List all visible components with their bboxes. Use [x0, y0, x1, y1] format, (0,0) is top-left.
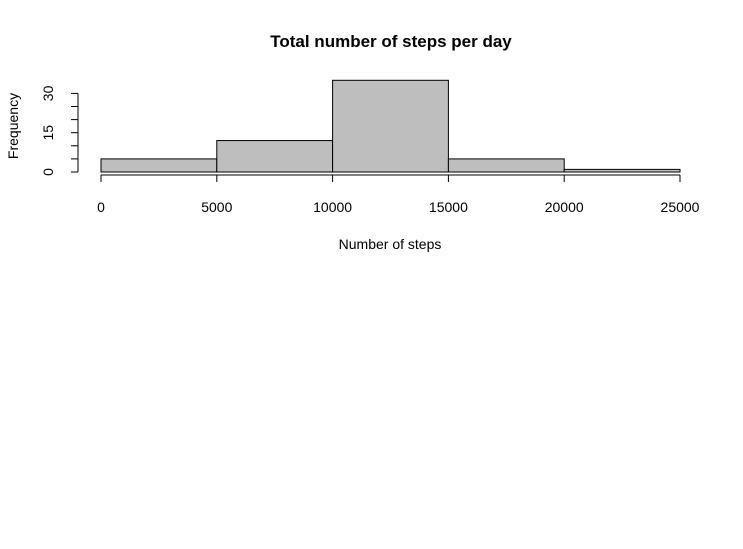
histogram-bar-0 — [100, 158, 218, 173]
x-axis: 0 5000 10000 15000 20000 25000 — [97, 174, 700, 215]
x-tick-label: 5000 — [201, 199, 232, 215]
x-axis-label: Number of steps — [339, 236, 442, 252]
y-axis: 0 15 30 — [40, 85, 79, 176]
y-tick-label: 0 — [40, 168, 56, 176]
x-tick-label: 0 — [97, 199, 105, 215]
chart-title: Total number of steps per day — [270, 32, 512, 51]
histogram-bar-2 — [332, 79, 449, 173]
histogram-bar-1 — [216, 140, 334, 173]
histogram-bar-4 — [563, 168, 681, 173]
y-axis-label: Frequency — [5, 93, 21, 159]
bars-group — [100, 79, 681, 173]
x-tick-label: 25000 — [661, 199, 700, 215]
histogram-bar-3 — [447, 158, 565, 173]
x-tick-label: 10000 — [313, 199, 352, 215]
y-tick-label: 30 — [40, 85, 56, 101]
y-tick-label: 15 — [40, 125, 56, 141]
x-tick-label: 20000 — [545, 199, 584, 215]
x-tick-label: 15000 — [429, 199, 468, 215]
